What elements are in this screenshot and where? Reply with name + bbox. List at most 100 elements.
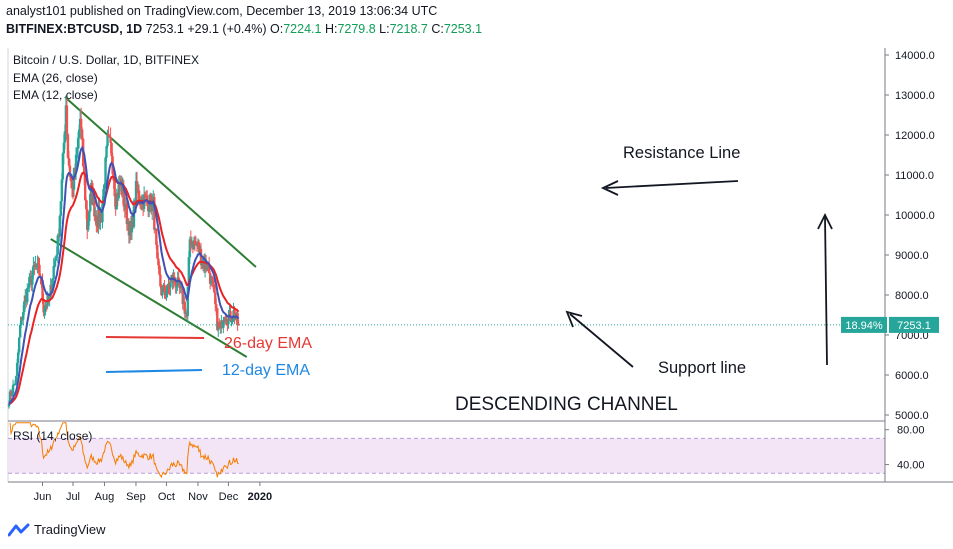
candle-body xyxy=(18,325,22,338)
price-tick-label: 11000.0 xyxy=(895,170,934,182)
candle-body xyxy=(84,174,87,201)
descending-channel xyxy=(8,96,885,358)
resistance-arrowhead xyxy=(600,180,619,196)
tradingview-logo[interactable]: TradingView xyxy=(7,522,106,537)
resistance-line xyxy=(64,96,257,268)
candle-body xyxy=(168,287,171,289)
last-price-tag: 18.94% 7253.1 xyxy=(841,316,939,333)
candle-body xyxy=(28,277,31,288)
high-label: H: xyxy=(324,22,338,36)
candle-body xyxy=(115,193,118,210)
candle-body xyxy=(158,265,161,275)
candle-body xyxy=(107,133,110,136)
candle-body xyxy=(117,184,120,199)
candle-body xyxy=(155,228,158,245)
candle-body xyxy=(52,265,55,279)
candle-body xyxy=(85,200,88,210)
candle-body xyxy=(230,320,233,322)
candle-body xyxy=(62,142,66,154)
rsi-band xyxy=(8,438,885,474)
chart-title: Bitcoin / U.S. Dollar, 1D, BITFINEX xyxy=(13,53,200,67)
candle-body xyxy=(43,308,46,313)
candle-body xyxy=(31,275,34,285)
candle-body xyxy=(88,211,91,222)
candle-body xyxy=(122,186,126,207)
candle-body xyxy=(199,248,203,266)
candle-body xyxy=(9,391,13,396)
price-tick-label: 9000.0 xyxy=(895,250,929,262)
price-axis: 14000.0 13000.0 12000.0 11000.0 10000.0 9000.… xyxy=(884,48,935,482)
candle-body xyxy=(233,310,236,320)
candle-body xyxy=(42,299,45,313)
candle-body xyxy=(58,215,61,237)
resistance-arrow xyxy=(605,180,739,189)
candle-body xyxy=(102,189,105,204)
publish-info: analyst101 published on TradingView.com,… xyxy=(6,4,437,18)
candle-body xyxy=(186,286,190,317)
chart-annotations: Resistance Line Support line DESCENDING … xyxy=(105,144,833,415)
candle-body xyxy=(174,282,177,288)
candle-body xyxy=(87,221,90,230)
channel-label: DESCENDING CHANNEL xyxy=(455,394,678,415)
price-tick-label: 7000.0 xyxy=(895,330,929,342)
breakout-arrowhead xyxy=(817,212,833,230)
candle-body xyxy=(211,276,214,281)
ema-lines xyxy=(8,145,240,406)
price-tick-label: 12000.0 xyxy=(895,130,935,142)
candle-body xyxy=(22,312,25,320)
ohlc-bar: BITFINEX:BTCUSD, 1D 7253.1 +29.1 (+0.4%)… xyxy=(6,22,482,36)
open-value: 7224.1 xyxy=(283,22,322,36)
ema12-line xyxy=(8,145,240,405)
candle-body xyxy=(222,321,225,328)
rsi-legend[interactable]: RSI (14, close) xyxy=(13,429,93,443)
ema12-label: 12-day EMA xyxy=(222,362,310,379)
candle-body xyxy=(63,131,67,143)
candle-body xyxy=(163,284,166,293)
candle-body xyxy=(69,176,73,182)
time-tick-label: Jun xyxy=(34,491,52,503)
time-axis: Jun Jul Aug Sep Oct Nov Dec 2020 xyxy=(34,482,272,503)
candle-body xyxy=(101,203,104,223)
candle-body xyxy=(7,404,11,407)
candle-body xyxy=(10,393,14,396)
candle-body xyxy=(80,129,84,139)
candle-body xyxy=(32,265,35,276)
candle-body xyxy=(54,256,57,261)
candle-body xyxy=(183,301,186,314)
candle-body xyxy=(14,376,18,384)
ema12-legend[interactable]: EMA (12, close) xyxy=(13,88,98,102)
candle-body xyxy=(153,196,156,230)
candle-body xyxy=(91,182,94,205)
candle-body xyxy=(68,165,72,177)
tradingview-logo-text: TradingView xyxy=(34,522,106,537)
candle-body xyxy=(110,142,113,157)
price-tag-value: 7253.1 xyxy=(897,320,931,332)
price-tick-label: 6000.0 xyxy=(895,370,929,382)
candle-body xyxy=(19,316,23,326)
candle-body xyxy=(181,288,184,305)
candle-body xyxy=(74,154,78,171)
candle-body xyxy=(59,201,63,216)
candle-body xyxy=(161,287,164,296)
candle-body xyxy=(237,323,240,325)
candle-body xyxy=(108,135,111,138)
candle-body xyxy=(193,240,197,245)
ema26-legend[interactable]: EMA (26, close) xyxy=(13,71,98,85)
candle-body xyxy=(70,181,74,189)
candle-body xyxy=(51,278,54,291)
symbol-label[interactable]: BITFINEX:BTCUSD, 1D xyxy=(6,22,143,36)
candle-body xyxy=(151,200,154,212)
candle-body xyxy=(66,134,70,159)
candle-body xyxy=(79,118,83,130)
rsi-tick-label: 80.00 xyxy=(897,425,925,437)
chart-grid xyxy=(7,48,953,483)
candle-body xyxy=(145,196,149,202)
tradingview-logo-icon xyxy=(7,523,30,537)
candle-body xyxy=(125,203,129,224)
candle-body xyxy=(61,153,65,180)
candle-body xyxy=(105,146,108,158)
candle-body xyxy=(165,292,168,296)
candle-body xyxy=(159,274,162,287)
candle-body xyxy=(41,280,44,300)
